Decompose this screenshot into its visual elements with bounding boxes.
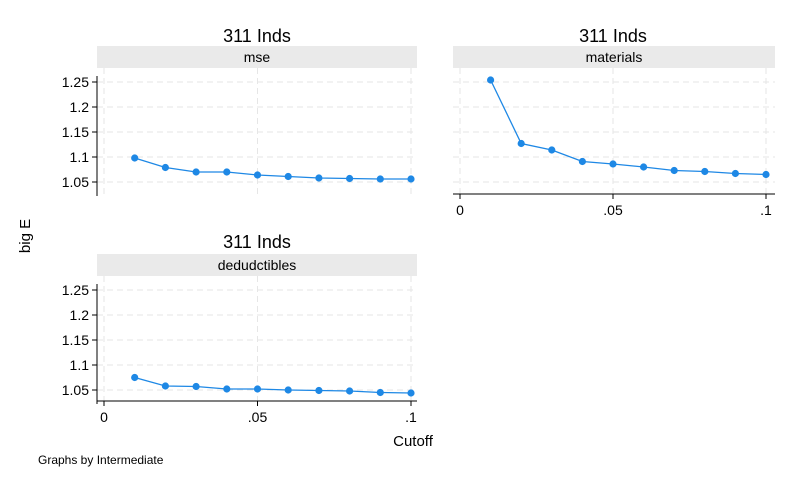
data-point <box>376 388 384 397</box>
data-point <box>640 163 648 171</box>
y-tick-label: 1.1 <box>70 357 90 373</box>
data-point <box>548 146 556 154</box>
data-point <box>223 168 231 176</box>
y-tick-label: 1.1 <box>70 149 90 165</box>
data-point <box>315 386 323 395</box>
panel-title: 311 Inds <box>579 26 647 46</box>
data-point <box>407 175 415 183</box>
panel-strip <box>453 46 775 68</box>
panel-strip-label: mse <box>244 49 271 65</box>
data-point <box>731 169 740 178</box>
data-point <box>517 139 525 148</box>
data-point <box>701 167 709 176</box>
data-point <box>192 382 200 391</box>
panel-strip <box>97 254 417 276</box>
data-point <box>670 166 678 175</box>
y-tick-label: 1.05 <box>62 382 89 398</box>
y-tick-label: 1.2 <box>70 307 90 323</box>
series-line <box>134 157 411 180</box>
data-point <box>253 385 262 393</box>
data-point <box>253 171 262 179</box>
data-point <box>407 389 415 397</box>
y-tick-label: 1.25 <box>62 282 89 298</box>
data-point <box>192 168 200 176</box>
y-axis-label: big E <box>17 219 34 253</box>
x-tick-label: .1 <box>760 202 772 218</box>
x-tick-label: 0 <box>456 202 464 218</box>
data-point <box>131 373 139 382</box>
x-tick-label: 0 <box>100 409 108 425</box>
data-point <box>609 160 617 168</box>
by-note: Graphs by Intermediate <box>38 453 164 467</box>
x-axis-label: Cutoff <box>393 433 434 450</box>
panels-group: 311 Inds mse 1.05 1.1 1.15 1.2 1.25 311 Inds mat… <box>62 26 775 425</box>
data-point <box>131 154 139 162</box>
data-point <box>487 76 495 84</box>
data-point <box>223 385 231 393</box>
x-tick-label: .1 <box>405 409 417 425</box>
x-tick-label: .05 <box>248 409 268 425</box>
panel-strip-label: materials <box>586 49 643 65</box>
series-line <box>134 376 412 394</box>
data-point <box>376 175 384 183</box>
panel-strip-label: dedudctibles <box>218 257 297 273</box>
data-point <box>315 174 323 182</box>
panel-title: 311 Inds <box>223 26 291 46</box>
data-point <box>161 382 169 390</box>
panel-1: 311 Inds mse 1.05 1.1 1.15 1.2 1.25 <box>62 26 417 196</box>
panel-title: 311 Inds <box>223 232 291 252</box>
data-point <box>762 170 770 179</box>
y-tick-label: 1.2 <box>70 99 90 115</box>
panel-2: 311 Inds materials 0 .05 .1 <box>453 26 775 218</box>
series-line <box>490 79 767 176</box>
x-tick-label: .05 <box>603 202 623 218</box>
y-tick-label: 1.15 <box>62 124 89 140</box>
data-point <box>161 163 169 172</box>
panel-3: 311 Inds dedudctibles 1.05 1.1 1.15 1.2 1.25 0.… <box>62 232 417 425</box>
y-tick-label: 1.15 <box>62 332 89 348</box>
y-tick-label: 1.05 <box>62 174 89 190</box>
panel-strip <box>97 46 417 68</box>
data-point <box>284 172 292 181</box>
data-point <box>284 386 292 394</box>
data-point <box>346 174 354 183</box>
data-point <box>346 387 354 395</box>
data-point <box>578 157 587 166</box>
y-tick-label: 1.25 <box>62 74 89 90</box>
